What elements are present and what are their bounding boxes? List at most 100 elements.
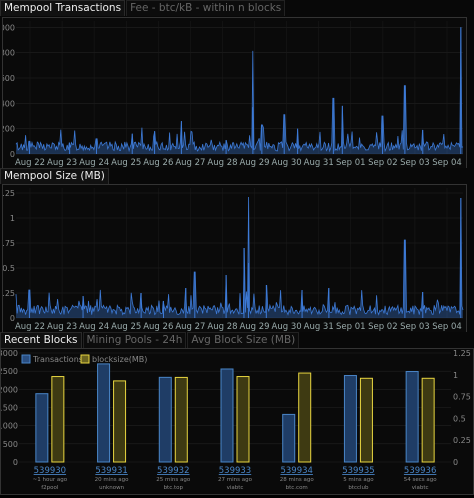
x-tick-label: Sep 03 — [400, 322, 430, 332]
x-tick-label: Aug 29 — [239, 322, 269, 332]
y-tick-label: 800 — [3, 49, 15, 58]
block-time-label: ~1 hour ago — [33, 477, 68, 483]
x-tick-label: Aug 30 — [272, 158, 302, 168]
x-tick-label: Aug 30 — [272, 322, 302, 332]
y-left-tick-label: 500 — [3, 440, 18, 449]
tab-mining-pools[interactable]: Mining Pools - 24h — [82, 332, 187, 348]
block-pool-label: btcclub — [348, 485, 369, 491]
y-left-tick-label: 1000 — [1, 422, 18, 431]
block-pool-label: unknown — [99, 485, 125, 491]
tab-mempool-size[interactable]: Mempool Size (MB) — [0, 168, 109, 184]
bar-blocksize — [359, 377, 373, 463]
block-time-label: 5 mins ago — [343, 477, 374, 483]
y-left-tick-label: 2500 — [1, 367, 18, 376]
x-tick-label: Aug 23 — [47, 158, 77, 168]
x-tick-label: Aug 26 — [143, 322, 173, 332]
block-height-label: 539930 — [34, 466, 66, 476]
bar-blocksize — [51, 376, 65, 463]
block-height-label: 539934 — [280, 466, 312, 476]
recent-blocks-svg: 3000 2500 2000 1500 1000 500 0 1.25 1 0.75 0.5 0.25… — [0, 349, 471, 491]
y-right-tick-label: 0.5 — [453, 414, 466, 423]
x-tick-label: Aug 31 — [304, 158, 334, 168]
x-tick-label: Aug 26 — [143, 158, 173, 168]
legend-swatch-transactions — [21, 354, 31, 364]
y-tick-label: 0 — [10, 314, 15, 323]
panel1-tabbar: Mempool Transactions Fee - btc/kB - with… — [0, 0, 474, 16]
block-pool-label: viabtc — [412, 485, 429, 491]
y-tick-label: 200 — [3, 125, 15, 134]
tab-avg-block-size[interactable]: Avg Block Size (MB) — [187, 332, 300, 348]
bar-blocksize — [174, 376, 188, 463]
block-height-label: 539932 — [157, 466, 189, 476]
bar-blocksize — [113, 380, 127, 463]
x-tick-label: Sep 04 — [432, 322, 462, 332]
bar-transactions — [343, 375, 357, 463]
panel2-tabbar: Mempool Size (MB) — [0, 168, 474, 184]
block-pool-label: btc.com — [286, 485, 308, 491]
mempool-transactions-panel: Mempool Transactions Fee - btc/kB - with… — [0, 0, 474, 169]
x-tick-label: Aug 28 — [207, 322, 237, 332]
y-right-tick-label: 1.25 — [453, 349, 471, 358]
tab-fee-within-n-blocks[interactable]: Fee - btc/kB - within n blocks — [126, 0, 286, 16]
x-tick-label: Aug 27 — [175, 322, 205, 332]
bar-transactions — [282, 413, 296, 463]
x-tick-label: Aug 24 — [79, 158, 109, 168]
y-tick-label: 0 — [10, 150, 15, 159]
bar-transactions — [405, 371, 419, 463]
block-height-label: 539936 — [404, 466, 436, 476]
bar-transactions — [97, 363, 111, 463]
block-time-label: 28 mins ago — [280, 477, 315, 483]
series-line — [15, 27, 464, 153]
x-tick-label: Aug 29 — [239, 158, 269, 168]
y-right-tick-label: 0.25 — [453, 436, 471, 445]
x-tick-label: Sep 02 — [368, 158, 398, 168]
y-tick-label: 1.25 — [3, 189, 15, 198]
bar-blocksize — [298, 372, 312, 463]
block-time-label: 25 mins ago — [156, 477, 191, 483]
x-tick-label: Aug 22 — [15, 322, 45, 332]
recent-blocks-panel: Recent Blocks Mining Pools - 24h Avg Blo… — [0, 332, 474, 495]
block-height-label: 539931 — [95, 466, 127, 476]
y-right-tick-label: 0.75 — [453, 393, 471, 402]
legend-label-transactions: Transactions — [32, 355, 83, 364]
block-pool-label: viabtc — [227, 485, 244, 491]
x-tick-label: Sep 02 — [368, 322, 398, 332]
y-tick-label: 1000 — [3, 23, 15, 32]
block-time-label: 20 mins ago — [95, 477, 130, 483]
x-tick-label: Aug 28 — [207, 158, 237, 168]
panel3-tabbar: Recent Blocks Mining Pools - 24h Avg Blo… — [0, 332, 474, 348]
tab-recent-blocks[interactable]: Recent Blocks — [0, 332, 82, 348]
x-tick-label: Sep 03 — [400, 158, 430, 168]
x-tick-label: Sep 01 — [336, 322, 366, 332]
y-left-tick-label: 2000 — [1, 385, 18, 394]
block-height-label: 539935 — [342, 466, 374, 476]
y-right-tick-label: 1 — [453, 371, 458, 380]
legend-label-blocksize: blocksize(MB) — [92, 355, 147, 364]
series-line — [15, 196, 464, 316]
bar-blocksize — [421, 377, 435, 463]
x-tick-label: Aug 23 — [47, 322, 77, 332]
block-height-label: 539933 — [219, 466, 251, 476]
y-tick-label: 400 — [3, 99, 15, 108]
y-tick-label: 600 — [3, 74, 15, 83]
bar-transactions — [220, 368, 234, 463]
series-area — [16, 27, 463, 154]
x-tick-label: Aug 25 — [111, 158, 141, 168]
x-tick-label: Aug 25 — [111, 322, 141, 332]
block-pool-label: btc.top — [164, 485, 184, 491]
y-tick-label: 0.5 — [3, 264, 15, 273]
y-tick-label: 0.75 — [3, 239, 15, 248]
y-left-tick-label: 1500 — [1, 404, 18, 413]
y-right-tick-label: 0 — [453, 458, 458, 467]
x-tick-label: Sep 01 — [336, 158, 366, 168]
x-tick-label: Aug 24 — [79, 322, 109, 332]
block-pool-label: f2pool — [41, 485, 59, 491]
tab-mempool-transactions[interactable]: Mempool Transactions — [0, 0, 126, 16]
y-left-tick-label: 3000 — [1, 349, 18, 358]
x-tick-label: Aug 31 — [304, 322, 334, 332]
